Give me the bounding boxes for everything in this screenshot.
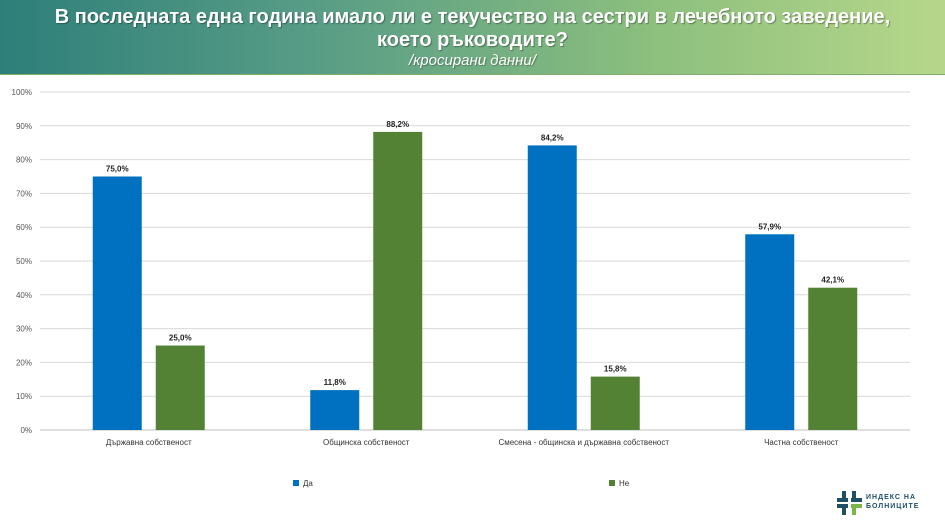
logo-line-1: ИНДЕКС НА (866, 494, 917, 501)
bar-ne (808, 287, 858, 430)
y-tick-label: 20% (16, 358, 32, 367)
y-tick-label: 10% (16, 392, 32, 401)
category-label: Държавна собственост (106, 438, 192, 447)
y-tick-label: 70% (16, 189, 32, 198)
y-tick-label: 0% (20, 426, 32, 435)
y-tick-label: 80% (16, 156, 32, 165)
category-label: Общинска собственост (323, 438, 410, 447)
bar-da (310, 390, 360, 430)
data-label: 88,2% (386, 120, 409, 129)
data-label: 75,0% (106, 165, 129, 174)
hospital-index-logo-icon (837, 491, 862, 515)
y-tick-label: 40% (16, 291, 32, 300)
logo-text: ИНДЕКС НА БОЛНИЦИТЕ (866, 493, 919, 511)
legend-label: Не (619, 479, 630, 488)
bar-da (92, 176, 142, 430)
category-label: Частна собственост (764, 438, 839, 447)
data-label: 25,0% (169, 334, 192, 343)
data-label: 42,1% (821, 276, 844, 285)
data-label: 15,8% (604, 365, 627, 374)
legend-label: Да (303, 479, 313, 488)
data-label: 57,9% (758, 222, 781, 231)
bar-ne (373, 131, 423, 430)
y-tick-label: 100% (12, 88, 32, 97)
data-label: 11,8% (324, 378, 346, 387)
chart-title: В последната една година имало ли е теку… (54, 6, 891, 51)
bar-chart: 0% 10% 20% 30% 40% 50% 60% 70% 80% 90% 100% 75,0% 25… (12, 88, 910, 488)
legend-swatch (609, 480, 615, 486)
logo-line-2: БОЛНИЦИТЕ (866, 503, 920, 510)
legend-swatch (293, 480, 299, 486)
bar-ne (590, 376, 640, 430)
chart-subtitle: /кросирани данни/ (409, 52, 536, 69)
bar-da (745, 234, 795, 430)
bar-ne (155, 345, 205, 430)
logo: ИНДЕКС НА БОЛНИЦИТЕ (836, 489, 936, 521)
y-tick-label: 60% (16, 223, 32, 232)
y-tick-label: 90% (16, 122, 32, 131)
title-banner: В последната една година имало ли е теку… (0, 0, 945, 75)
category-label: Смесена - общинска и държавна собственос… (498, 438, 669, 447)
y-tick-label: 50% (16, 257, 32, 266)
bar-da (527, 145, 577, 430)
data-label: 84,2% (541, 133, 564, 142)
y-tick-label: 30% (16, 325, 32, 334)
